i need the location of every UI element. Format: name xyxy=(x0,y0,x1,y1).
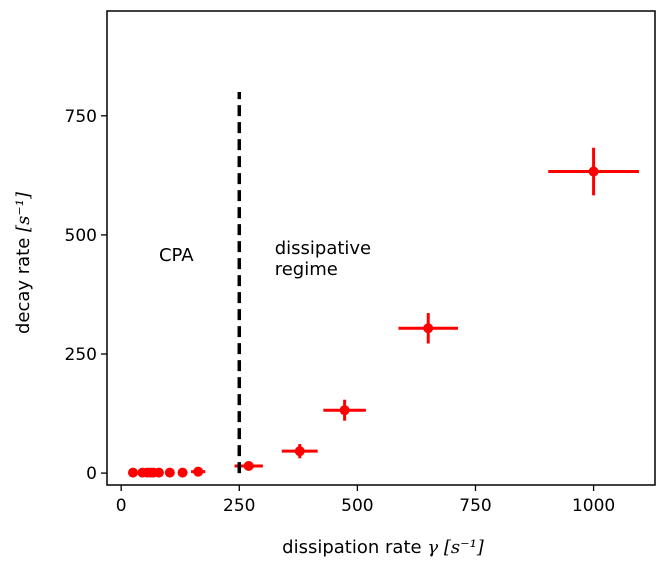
x-axis-ticks: 0 250 500 750 1000 xyxy=(116,485,615,516)
x-axis-label-symbol: γ xyxy=(427,537,438,558)
x-tick-label-4: 1000 xyxy=(572,496,615,516)
y-axis-ticks: 0 250 500 750 xyxy=(65,107,107,484)
y-axis-label-text: decay rate xyxy=(13,238,34,334)
data-point-10 xyxy=(294,446,305,457)
annotation-1-line-0: dissipative xyxy=(275,238,371,259)
data-point-6 xyxy=(164,467,175,478)
error-bars-layer xyxy=(132,147,639,475)
x-tick-label-2: 500 xyxy=(341,496,373,516)
data-point-8 xyxy=(193,466,204,477)
annotation-1: dissipative regime xyxy=(275,238,371,280)
plot-frame xyxy=(106,10,656,486)
data-point-9 xyxy=(243,460,254,471)
data-point-11 xyxy=(339,405,350,416)
data-point-7 xyxy=(177,467,188,478)
annotation-1-line-1: regime xyxy=(275,259,338,280)
data-point-13 xyxy=(588,166,599,177)
annotation-0-line-0: CPA xyxy=(159,245,194,266)
x-tick-label-0: 0 xyxy=(116,496,127,516)
y-tick-label-2: 500 xyxy=(65,226,97,246)
annotation-0: CPA xyxy=(159,245,194,266)
x-tick-label-3: 750 xyxy=(459,496,491,516)
data-point-0 xyxy=(127,467,138,478)
y-tick-label-3: 750 xyxy=(65,107,97,127)
x-axis-label-unit: [s⁻¹] xyxy=(444,537,485,558)
x-axis-label: dissipation rate γ [s⁻¹] xyxy=(282,537,485,558)
y-tick-label-1: 250 xyxy=(65,345,97,365)
y-axis-label: decay rate [s⁻¹] xyxy=(13,191,34,334)
y-tick-label-0: 0 xyxy=(86,464,97,484)
y-axis-label-unit: [s⁻¹] xyxy=(13,191,34,232)
x-tick-label-1: 250 xyxy=(223,496,255,516)
data-point-12 xyxy=(423,323,434,334)
points-layer xyxy=(127,166,599,478)
data-point-5 xyxy=(153,467,164,478)
x-axis-label-text: dissipation rate xyxy=(282,537,421,558)
annotations-layer: CPA dissipative regime xyxy=(159,238,371,280)
